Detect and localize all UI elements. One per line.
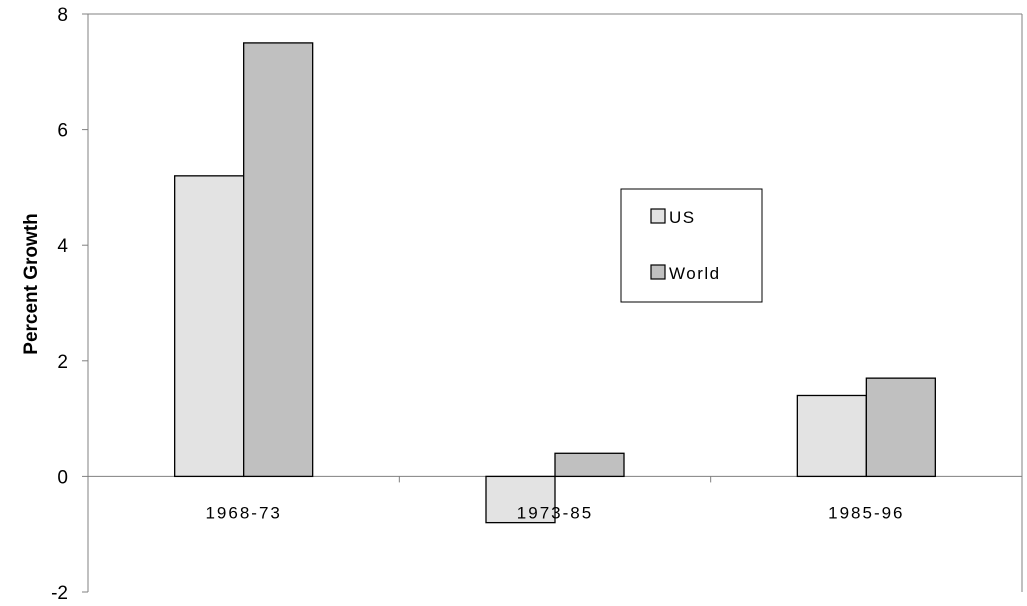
x-tick-label: 1968-73 [205, 503, 281, 522]
bars-group [174, 42, 936, 524]
y-axis-label: Percent Growth [21, 213, 42, 354]
y-tick-label: -2 [51, 583, 68, 604]
bar-us-1985-96 [796, 394, 867, 478]
y-tick-label: 6 [57, 121, 68, 142]
y-tick-label: 4 [57, 236, 68, 257]
y-tick-label: 2 [57, 352, 68, 373]
legend-swatch-world [650, 264, 666, 280]
bar-us-1973-85 [485, 475, 556, 524]
x-tick-label: 1985-96 [828, 503, 904, 522]
bar-world-1985-96 [865, 377, 936, 478]
legend-label-us: US [669, 208, 696, 227]
x-tick-label: 1973-85 [517, 503, 593, 522]
x-axis-labels: 1968-73 1973-85 1985-96 [205, 503, 904, 522]
bar-us-1968-73 [174, 175, 245, 478]
legend: US World [620, 188, 763, 303]
x-axis-ticks [398, 476, 712, 483]
y-tick-label: 0 [57, 467, 68, 488]
legend-box [620, 188, 763, 303]
legend-label-world: World [669, 264, 721, 283]
bar-world-1973-85 [554, 452, 625, 478]
y-tick-label: 8 [57, 5, 68, 26]
bar-world-1968-73 [243, 42, 314, 478]
y-axis-ticks: -2 0 2 4 6 8 [51, 5, 88, 604]
legend-swatch-us [650, 208, 666, 224]
